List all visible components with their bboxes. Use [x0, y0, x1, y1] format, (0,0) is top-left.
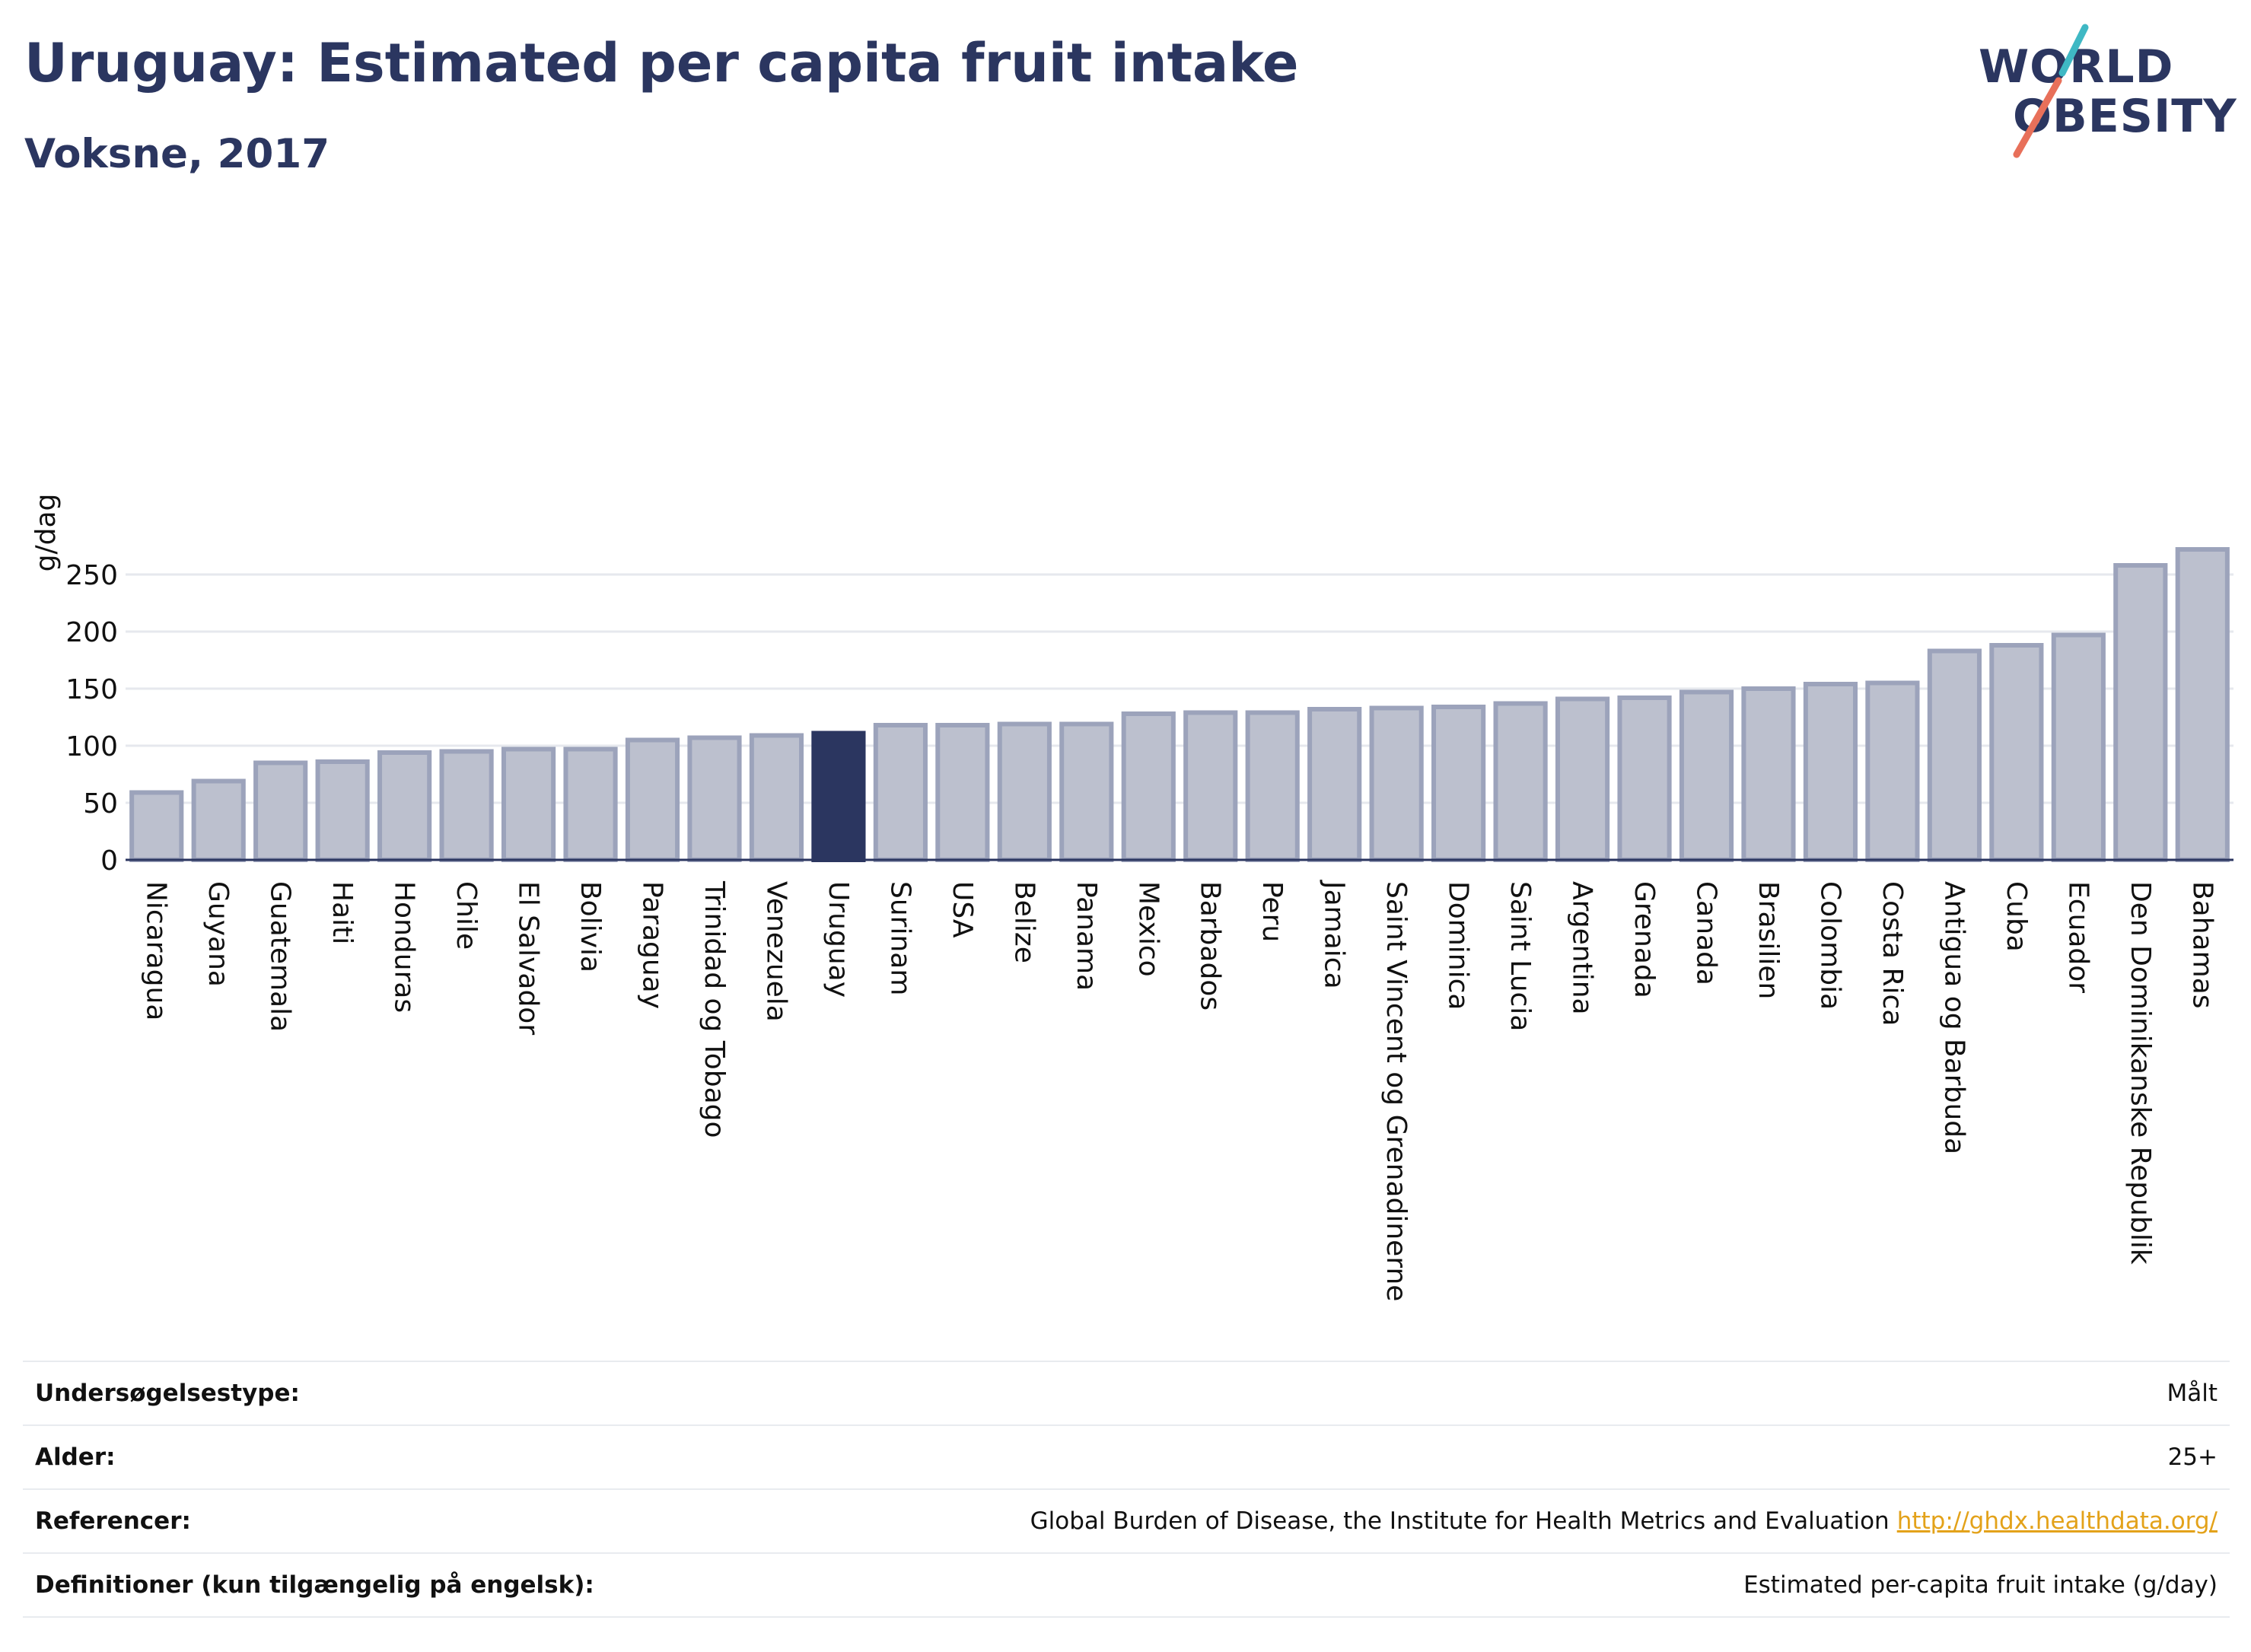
y-tick-label: 100 [65, 731, 118, 762]
info-value: Målt [2167, 1380, 2218, 1407]
logo-slash-icon [2013, 24, 2089, 158]
bar-chart: 0 50 100 150 200 250 Nicaragua Guyana Guatemala… [30, 494, 2233, 1301]
y-tick-label: 250 [65, 560, 118, 591]
x-tick-label: Paraguay [637, 881, 668, 1009]
bar [1741, 686, 1796, 862]
x-tick-label: Panama [1071, 881, 1102, 991]
bar [1059, 721, 1114, 862]
bar [2051, 632, 2106, 862]
x-tick-label: Den Dominikanske Republik [2125, 881, 2156, 1265]
info-key: Alder: [35, 1444, 116, 1471]
x-tick-label: Mexico [1132, 881, 1164, 977]
x-tick-label: Guyana [202, 881, 234, 987]
bar [253, 760, 308, 862]
y-tick-label: 50 [83, 788, 118, 820]
x-tick-label: Dominica [1443, 881, 1474, 1011]
x-tick-label: Ecuador [2062, 881, 2093, 993]
reference-text: Global Burden of Disease, the Institute … [1030, 1507, 1890, 1535]
bar [2175, 547, 2230, 862]
bar [1927, 648, 1982, 862]
x-tick-label: Saint Lucia [1504, 881, 1536, 1031]
info-value: 25+ [2167, 1444, 2218, 1471]
x-tick-label: Venezuela [760, 881, 791, 1022]
info-row-references: Referencer: Global Burden of Disease, th… [23, 1490, 2230, 1554]
x-tick-label: Jamaica [1319, 880, 1350, 989]
info-row-age: Alder: 25+ [23, 1426, 2230, 1490]
x-tick-label: Uruguay [823, 881, 854, 998]
bar [1555, 696, 1610, 862]
info-table: Undersøgelsestype: Målt Alder: 25+ Refer… [23, 1361, 2230, 1618]
bar [439, 749, 494, 862]
y-axis-ticks: 0 50 100 150 200 250 [65, 560, 118, 877]
x-tick-label: Surinam [884, 881, 915, 995]
bar [1369, 705, 1424, 862]
bar [501, 746, 556, 862]
y-tick-label: 200 [65, 617, 118, 648]
info-key: Referencer: [35, 1507, 191, 1535]
info-row-definition: Definitioner (kun tilgængelig på engelsk… [23, 1554, 2230, 1618]
bar [749, 733, 804, 862]
x-tick-label: Argentina [1567, 881, 1598, 1015]
x-tick-label: Canada [1691, 881, 1722, 985]
info-value-with-link: Global Burden of Disease, the Institute … [1030, 1507, 2218, 1535]
bar [1617, 695, 1672, 862]
bar [1803, 682, 1858, 862]
x-tick-label: Belize [1008, 881, 1040, 963]
x-tick-label: Trinidad og Tobago [699, 880, 730, 1138]
x-tick-label: Nicaragua [141, 881, 172, 1020]
world-obesity-logo: WORLD OBESITY [1979, 21, 2237, 158]
bar [935, 723, 990, 862]
bar [1493, 701, 1548, 862]
bar [1679, 689, 1734, 862]
info-value: Estimated per-capita fruit intake (g/day… [1743, 1571, 2218, 1599]
bar [1307, 707, 1362, 862]
x-tick-label: Barbados [1195, 881, 1226, 1011]
x-tick-label: USA [947, 881, 978, 938]
x-tick-label: Honduras [389, 881, 420, 1013]
bar [1865, 680, 1920, 862]
x-tick-label: Bolivia [575, 881, 606, 972]
x-tick-label: Cuba [2001, 881, 2032, 952]
bar [191, 778, 246, 862]
bar [687, 735, 742, 862]
x-tick-label: Saint Vincent og Grenadinerne [1380, 881, 1412, 1301]
x-axis-labels: Nicaragua Guyana Guatemala Haiti Honduras Chi… [141, 880, 2218, 1301]
x-tick-label: Chile [451, 881, 482, 950]
info-row-survey-type: Undersøgelsestype: Målt [23, 1362, 2230, 1426]
bar [2113, 563, 2168, 862]
chart-subtitle: Voksne, 2017 [24, 131, 330, 177]
x-tick-label: El Salvador [513, 881, 544, 1035]
bar [625, 737, 680, 862]
x-tick-label: Grenada [1629, 881, 1660, 998]
bar-highlighted [811, 731, 866, 862]
chart-title: Uruguay: Estimated per capita fruit inta… [24, 32, 1299, 94]
x-tick-label: Colombia [1814, 881, 1845, 1010]
bar [315, 759, 370, 862]
x-tick-label: Costa Rica [1877, 881, 1908, 1026]
x-tick-label: Bahamas [2186, 881, 2218, 1009]
bar [1245, 710, 1300, 862]
reference-link[interactable]: http://ghdx.healthdata.org/ [1896, 1507, 2218, 1535]
bar [563, 746, 618, 862]
bar [1183, 710, 1238, 862]
bar [873, 723, 928, 862]
x-tick-label: Peru [1256, 881, 1288, 942]
x-tick-label: Antigua og Barbuda [1938, 881, 1969, 1154]
info-key: Definitioner (kun tilgængelig på engelsk… [35, 1571, 594, 1599]
bar [377, 750, 432, 862]
bar [1121, 711, 1176, 862]
y-tick-label: 0 [100, 845, 118, 877]
x-tick-label: Brasilien [1753, 881, 1784, 999]
y-axis-label: g/dag [30, 494, 62, 572]
info-key: Undersøgelsestype: [35, 1380, 300, 1407]
bar [129, 790, 184, 862]
bars [129, 547, 2230, 862]
y-tick-label: 150 [65, 674, 118, 705]
x-tick-label: Haiti [326, 881, 358, 944]
bar [1431, 705, 1486, 862]
bar [997, 721, 1052, 862]
bar [1989, 643, 2044, 862]
x-tick-label: Guatemala [265, 881, 296, 1032]
